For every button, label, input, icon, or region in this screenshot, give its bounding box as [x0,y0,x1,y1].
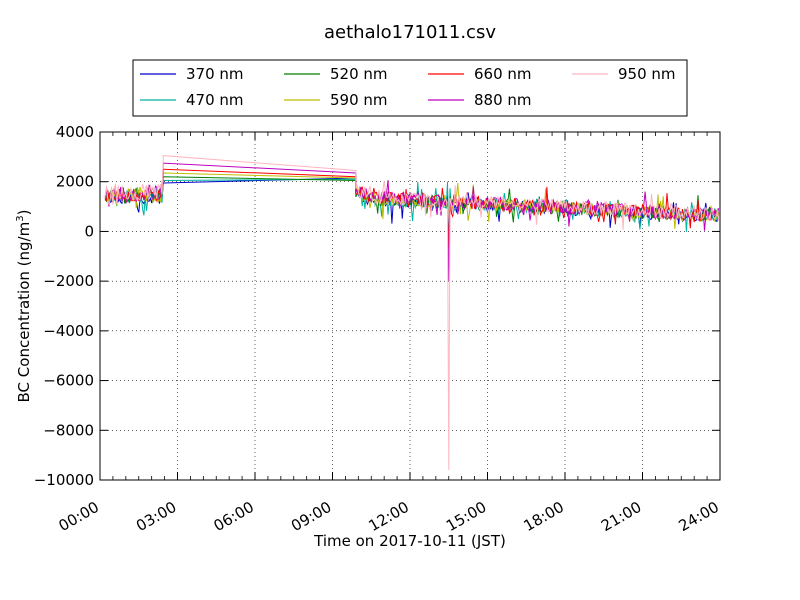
y-tick-label: −6000 [43,372,94,390]
x-tick-label: 00:00 [56,498,102,535]
y-axis-label-sup: 3 [15,215,26,221]
legend-label: 370 nm [186,65,244,83]
legend: 370 nm 470 nm 520 nm 590 nm 660 nm 880 nm 950 … [132,59,688,117]
x-tick-label: 09:00 [288,498,334,535]
y-tick-labels: 4000 2000 0 −2000 −4000 −6000 −8000 −10000 [34,123,94,489]
grid [100,132,720,480]
y-tick-label: −4000 [43,322,94,340]
x-tick-label: 03:00 [133,498,179,535]
y-tick-label: 0 [84,222,94,240]
chart-title: aethalo171011.csv [324,22,496,43]
axis-ticks [99,131,721,481]
y-tick-label: 4000 [56,123,94,141]
y-tick-label: −8000 [43,421,94,439]
x-tick-label: 12:00 [366,498,412,535]
x-tick-label: 24:00 [676,498,722,535]
y-tick-label: 2000 [56,173,94,191]
plot-lines [104,155,720,471]
series-line-470-nm [104,178,720,262]
x-tick-label: 21:00 [598,498,644,535]
x-tick-label: 06:00 [211,498,257,535]
series-line-950-nm [104,155,720,471]
legend-label: 660 nm [474,65,532,83]
y-tick-label: −2000 [43,272,94,290]
series-line-590-nm [104,172,720,269]
y-axis-label-close: ) [15,210,33,216]
series-line-880-nm [104,162,720,282]
legend-label: 950 nm [618,65,676,83]
y-axis-label-main: BC Concentration (ng/m [15,222,33,403]
legend-box [132,59,688,117]
x-tick-label: 18:00 [521,498,567,535]
y-axis-label: BC Concentration (ng/m3) [15,210,33,403]
legend-label: 470 nm [186,91,244,109]
x-axis-label: Time on 2017-10-11 (JST) [313,532,506,550]
legend-label: 880 nm [474,91,532,109]
y-tick-label: −10000 [34,471,94,489]
x-tick-label: 15:00 [443,498,489,535]
x-tick-labels: 00:00 03:00 06:00 09:00 12:00 15:00 18:00 21:00… [56,498,722,535]
legend-label: 590 nm [330,91,388,109]
legend-label: 520 nm [330,65,388,83]
series-group [104,155,720,471]
